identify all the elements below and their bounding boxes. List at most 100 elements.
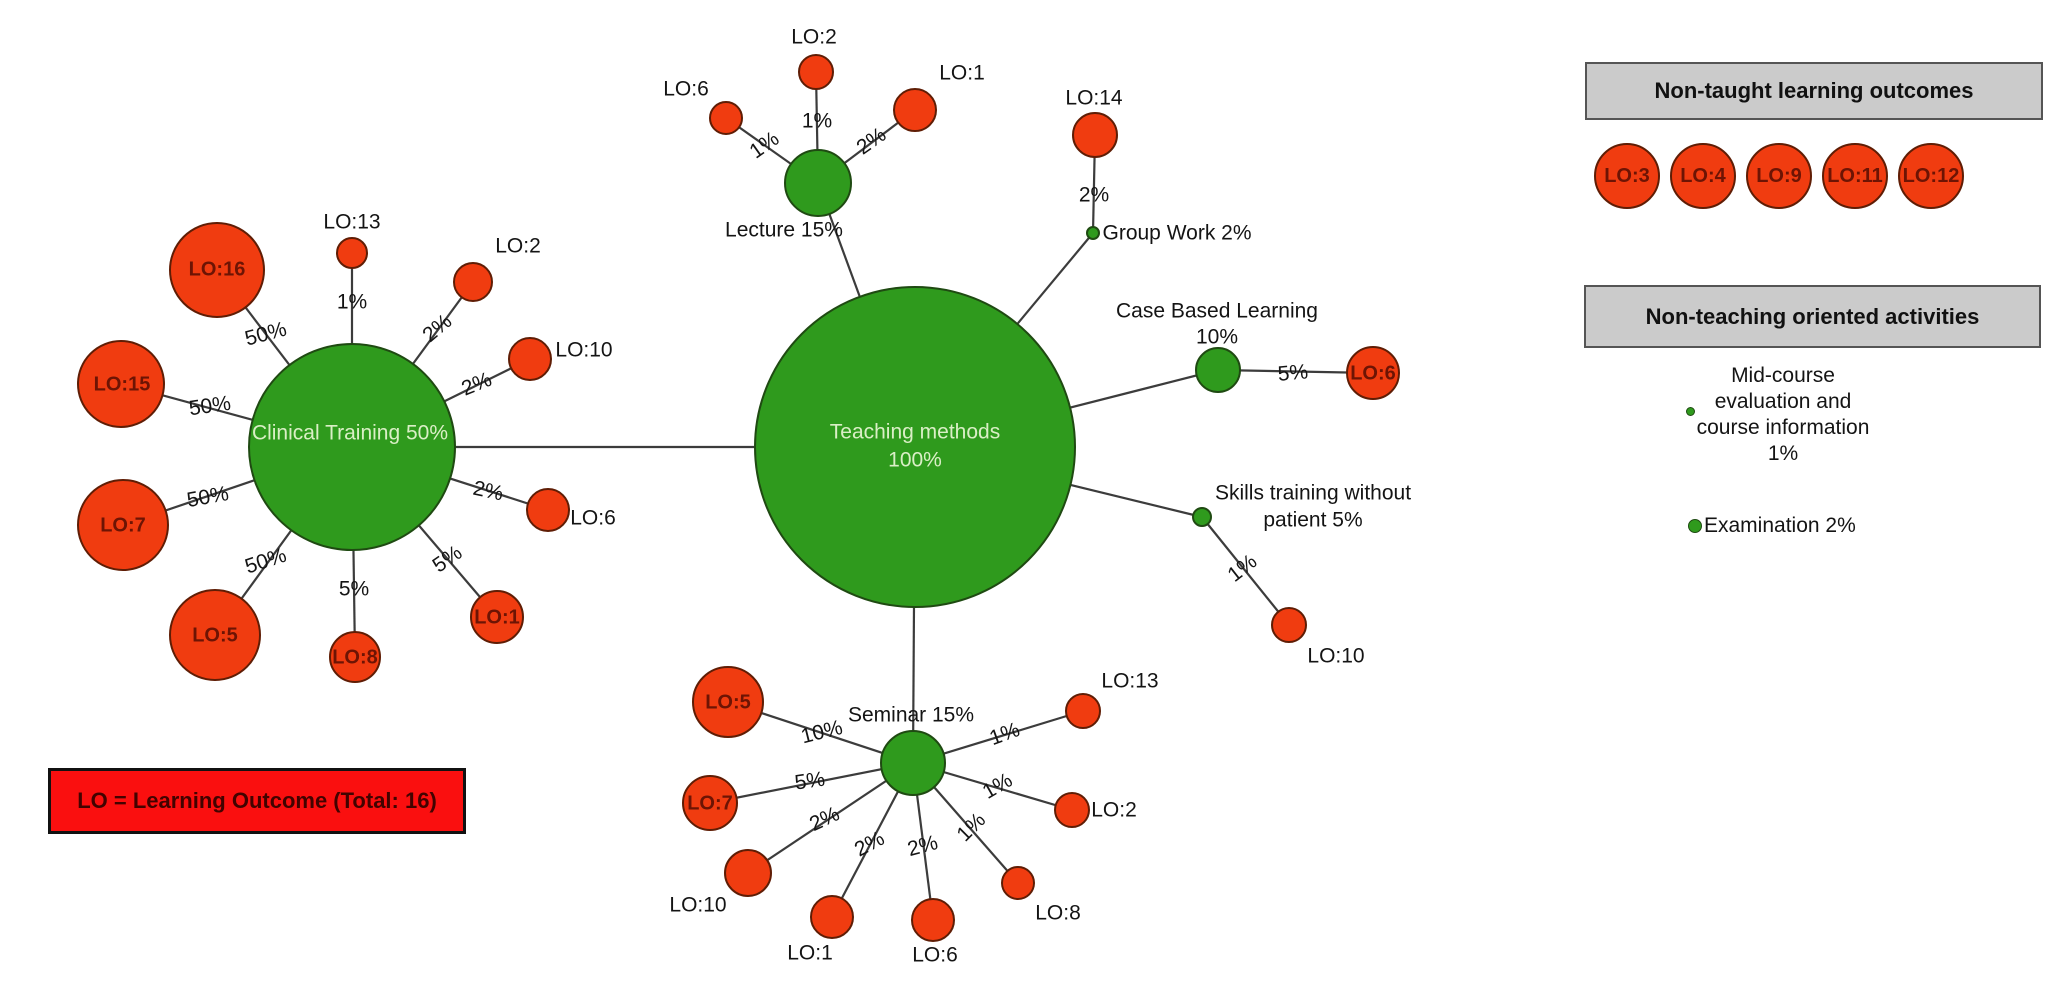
- edge-percent-label: 5%: [793, 768, 826, 795]
- node-c-lo8: [329, 631, 381, 683]
- edge-percent-label: 50%: [185, 482, 230, 512]
- node-label: LO:6: [570, 507, 616, 530]
- edge-percent-label: 50%: [242, 544, 289, 579]
- node-label: Case Based Learning: [1116, 300, 1318, 323]
- edge-percent-label: 1%: [745, 127, 783, 163]
- edge-percent-label: 2%: [905, 831, 940, 861]
- legend-lo-circle: LO:12: [1898, 143, 1964, 209]
- node-label: LO:6: [912, 944, 958, 967]
- edge-percent-label: 50%: [187, 392, 232, 421]
- node-label: Seminar 15%: [848, 704, 974, 727]
- node-label: LO:2: [791, 26, 837, 49]
- node-teaching-methods: [754, 286, 1076, 608]
- node-s-lo7: [682, 775, 738, 831]
- node-l-lo1: [893, 88, 937, 132]
- node-label: Skills training without: [1215, 482, 1411, 505]
- node-gw-lo14: [1072, 112, 1118, 158]
- node-label: LO:8: [332, 646, 378, 668]
- node-label: 100%: [888, 449, 942, 472]
- examination-dot-icon: [1688, 519, 1702, 533]
- node-s-lo6: [911, 898, 955, 942]
- edge-percent-label: 1%: [337, 291, 367, 314]
- node-label: LO:6: [1350, 362, 1396, 384]
- node-label: LO:1: [939, 62, 985, 85]
- node-label: LO:7: [687, 792, 733, 814]
- node-label: Clinical Training 50%: [252, 422, 448, 445]
- node-c-lo1: [470, 590, 524, 644]
- legend-lo-circle: LO:11: [1822, 143, 1888, 209]
- node-label: LO:5: [705, 691, 751, 713]
- node-sk-lo10: [1271, 607, 1307, 643]
- node-label: LO:2: [1091, 799, 1137, 822]
- node-clinical-training: [248, 343, 456, 551]
- node-label: patient 5%: [1263, 509, 1362, 532]
- node-label: Group Work 2%: [1103, 222, 1252, 245]
- node-label: LO:13: [1101, 670, 1158, 693]
- edge-percent-label: 1%: [802, 110, 832, 133]
- legend-lo-circle: LO:9: [1746, 143, 1812, 209]
- edge-percent-label: 5%: [1277, 360, 1309, 386]
- legend-non-taught-items: LO:3 LO:4 LO:9 LO:11 LO:12: [1594, 143, 1964, 209]
- edge: [747, 762, 914, 874]
- node-label: LO:14: [1065, 87, 1123, 110]
- edge-percent-label: 5%: [339, 578, 369, 601]
- node-label: Lecture 15%: [725, 219, 843, 242]
- node-label: LO:10: [1307, 645, 1364, 668]
- node-s-lo1: [810, 895, 854, 939]
- node-s-lo13: [1065, 693, 1101, 729]
- edge-percent-label: 10%: [799, 716, 845, 748]
- node-c-lo2: [453, 262, 493, 302]
- node-s-lo2: [1054, 792, 1090, 828]
- node-label: LO:2: [495, 235, 541, 258]
- node-label: LO:13: [323, 211, 380, 234]
- edge-percent-label: 2%: [471, 477, 505, 506]
- edge: [1201, 516, 1290, 626]
- node-skills-training: [1192, 507, 1212, 527]
- node-label: LO:10: [555, 339, 612, 362]
- edge-percent-label: 1%: [1223, 550, 1261, 587]
- legend-non-teaching-title: Non-teaching oriented activities: [1584, 285, 2041, 348]
- node-label: LO:8: [1035, 902, 1081, 925]
- node-s-lo10: [724, 849, 772, 897]
- node-seminar: [880, 730, 946, 796]
- mid-course-dot-icon: [1686, 407, 1695, 416]
- node-case-based-learning: [1195, 347, 1241, 393]
- node-c-lo10: [508, 337, 552, 381]
- node-c-lo5: [169, 589, 261, 681]
- node-c-lo13: [336, 237, 368, 269]
- edge-percent-label: 5%: [428, 541, 466, 577]
- legend-lo-circle: LO:4: [1670, 143, 1736, 209]
- activity-mid-course-label: Mid-course evaluation and course informa…: [1696, 364, 1870, 465]
- node-label: LO:7: [100, 514, 146, 536]
- edge-percent-label: 50%: [242, 318, 289, 351]
- activity-examination-label: Examination 2%: [1704, 514, 1856, 537]
- node-label: Teaching methods: [830, 421, 1000, 444]
- node-cbl-lo6: [1346, 346, 1400, 400]
- node-lecture: [784, 149, 852, 217]
- node-label: LO:16: [189, 258, 246, 280]
- node-c-lo15: [77, 340, 165, 428]
- edge-percent-label: 1%: [986, 718, 1022, 750]
- node-label: 10%: [1196, 326, 1238, 349]
- node-c-lo6: [526, 488, 570, 532]
- node-s-lo8: [1001, 866, 1035, 900]
- node-label: LO:5: [192, 624, 238, 646]
- node-c-lo7: [77, 479, 169, 571]
- node-group-work: [1086, 226, 1100, 240]
- edge-percent-label: 2%: [1079, 184, 1109, 207]
- legend-lo-circle: LO:3: [1594, 143, 1660, 209]
- node-label: LO:1: [474, 606, 520, 628]
- edge-percent-label: 2%: [851, 827, 889, 862]
- node-l-lo6: [709, 101, 743, 135]
- node-s-lo5: [692, 666, 764, 738]
- node-label: LO:1: [787, 942, 833, 965]
- node-label: LO:6: [663, 78, 709, 101]
- node-label: LO:10: [669, 894, 726, 917]
- edge-percent-label: 1%: [979, 769, 1017, 804]
- legend-non-taught-title: Non-taught learning outcomes: [1585, 62, 2043, 120]
- node-c-lo16: [169, 222, 265, 318]
- node-l-lo2: [798, 54, 834, 90]
- lo-definition-box: LO = Learning Outcome (Total: 16): [48, 768, 466, 834]
